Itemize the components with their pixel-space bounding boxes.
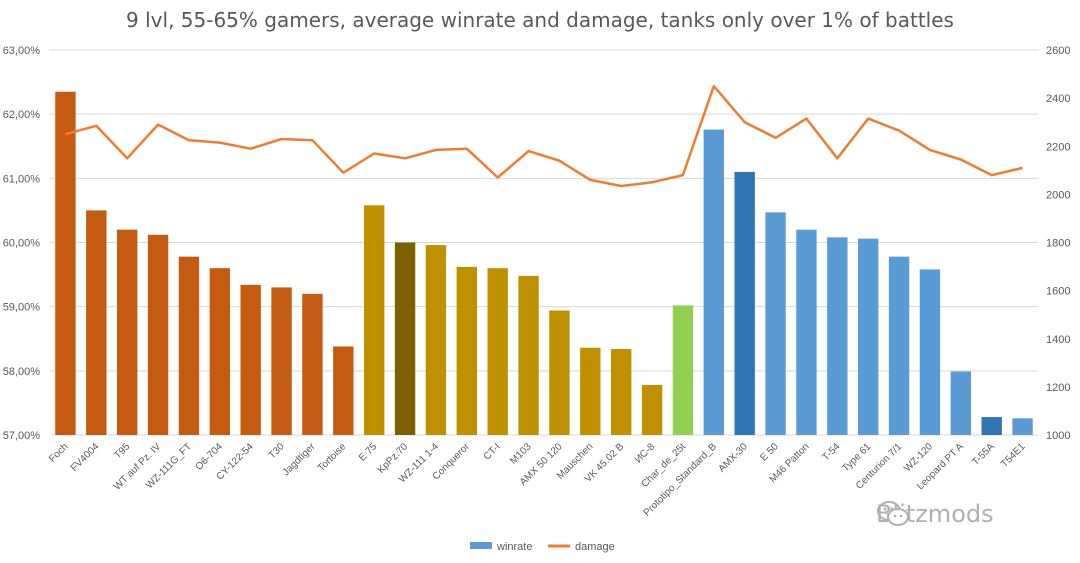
bar <box>116 229 138 435</box>
bar <box>981 417 1002 435</box>
bar <box>394 242 416 435</box>
bar <box>641 384 663 435</box>
y-right-tick-label: 2600 <box>1046 45 1070 57</box>
wechat-icon <box>877 501 909 526</box>
bar <box>456 266 478 435</box>
y-right-tick-label: 2200 <box>1046 141 1070 153</box>
y-left-tick-label: 58,00% <box>3 366 41 378</box>
x-category-label: FV4004 <box>69 441 102 474</box>
y-left-tick-label: 62,00% <box>3 109 41 121</box>
legend-label-winrate: winrate <box>496 541 532 553</box>
y-left-tick-label: 59,00% <box>3 302 41 314</box>
bar <box>487 268 508 435</box>
y-left-tick-label: 61,00% <box>3 173 41 185</box>
bar <box>271 287 292 435</box>
x-category-label: Jagdtiger <box>281 441 318 478</box>
y-right-tick-label: 1200 <box>1046 382 1070 394</box>
legend: winrate damage <box>470 541 615 553</box>
watermark: Blitzmods <box>876 500 994 528</box>
bar <box>549 310 570 435</box>
bar <box>1012 418 1033 435</box>
y-axis-left: 57,00% 58,00% 59,00% 60,00% 61,00% 62,00% 63,0… <box>3 45 41 442</box>
y-right-tick-label: 1600 <box>1046 286 1070 298</box>
x-category-label: E 75 <box>357 441 380 464</box>
x-category-label: T95 <box>112 441 132 461</box>
x-category-label: ИС-8 <box>633 441 658 466</box>
x-category-label: T30 <box>267 441 287 461</box>
chart-title: 9 lvl, 55-65% gamers, average winrate an… <box>126 8 954 32</box>
x-category-label: T-54 <box>821 441 843 463</box>
bar <box>333 346 354 435</box>
y-right-tick-label: 1400 <box>1046 334 1070 346</box>
bar <box>580 347 601 435</box>
bar <box>827 237 848 435</box>
damage-line <box>65 84 1023 188</box>
x-category-label: E 50 <box>758 441 781 464</box>
y-left-tick-label: 60,00% <box>3 238 41 250</box>
bar <box>302 293 323 435</box>
bar <box>55 91 76 435</box>
bar <box>888 256 910 435</box>
bar <box>240 284 261 435</box>
y-axis-right: 1000 1200 1400 1600 1800 2000 2200 2400 2600 <box>1046 45 1070 442</box>
x-category-label: AMX-30 <box>716 441 750 475</box>
bar <box>86 210 107 435</box>
legend-swatch-winrate <box>470 542 492 549</box>
y-left-tick-label: 57,00% <box>3 430 41 442</box>
bar <box>147 234 169 435</box>
legend-label-damage: damage <box>575 541 615 553</box>
bar <box>363 205 385 435</box>
bar <box>178 256 200 435</box>
bar <box>796 229 817 435</box>
bar <box>857 238 879 435</box>
x-category-label: T54E1 <box>999 441 1028 470</box>
bar <box>518 275 539 435</box>
bar <box>703 129 725 436</box>
bar <box>919 269 941 435</box>
bar <box>425 245 447 435</box>
bar-series-winrate <box>55 91 1033 436</box>
bar <box>734 171 755 435</box>
x-category-label: CT-I <box>482 441 503 462</box>
y-right-tick-label: 1000 <box>1046 430 1070 442</box>
bar <box>672 305 694 435</box>
x-category-label: Foch <box>47 441 71 465</box>
y-right-tick-label: 2000 <box>1046 189 1070 201</box>
bar <box>610 349 632 435</box>
y-left-tick-label: 63,00% <box>3 45 41 57</box>
y-right-tick-label: 2400 <box>1046 93 1070 105</box>
bar <box>209 268 231 435</box>
x-category-label: M103 <box>508 441 534 467</box>
x-category-label: Tortoise <box>316 441 349 474</box>
x-category-label: T-55A <box>970 441 997 468</box>
bar <box>765 212 786 435</box>
y-right-tick-label: 1800 <box>1046 238 1070 250</box>
line-series-damage <box>65 84 1023 188</box>
bar <box>950 371 972 435</box>
